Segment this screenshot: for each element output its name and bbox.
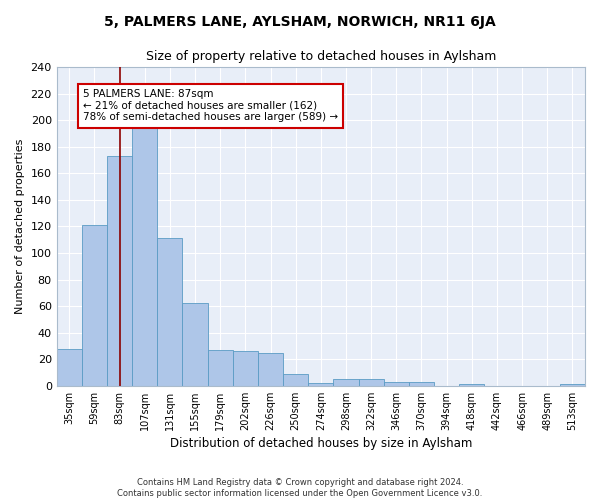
Bar <box>459 384 484 386</box>
Bar <box>82 225 107 386</box>
Text: Contains HM Land Registry data © Crown copyright and database right 2024.
Contai: Contains HM Land Registry data © Crown c… <box>118 478 482 498</box>
Bar <box>56 348 82 386</box>
X-axis label: Distribution of detached houses by size in Aylsham: Distribution of detached houses by size … <box>170 437 472 450</box>
Bar <box>560 384 585 386</box>
Y-axis label: Number of detached properties: Number of detached properties <box>15 138 25 314</box>
Bar <box>132 124 157 386</box>
Bar <box>107 156 132 386</box>
Bar <box>233 352 258 386</box>
Bar <box>208 350 233 386</box>
Bar <box>283 374 308 386</box>
Title: Size of property relative to detached houses in Aylsham: Size of property relative to detached ho… <box>146 50 496 63</box>
Bar <box>157 238 182 386</box>
Bar <box>182 304 208 386</box>
Text: 5 PALMERS LANE: 87sqm
← 21% of detached houses are smaller (162)
78% of semi-det: 5 PALMERS LANE: 87sqm ← 21% of detached … <box>83 90 338 122</box>
Bar <box>359 379 384 386</box>
Bar <box>334 379 359 386</box>
Bar <box>258 352 283 386</box>
Text: 5, PALMERS LANE, AYLSHAM, NORWICH, NR11 6JA: 5, PALMERS LANE, AYLSHAM, NORWICH, NR11 … <box>104 15 496 29</box>
Bar <box>308 383 334 386</box>
Bar <box>384 382 409 386</box>
Bar <box>409 382 434 386</box>
